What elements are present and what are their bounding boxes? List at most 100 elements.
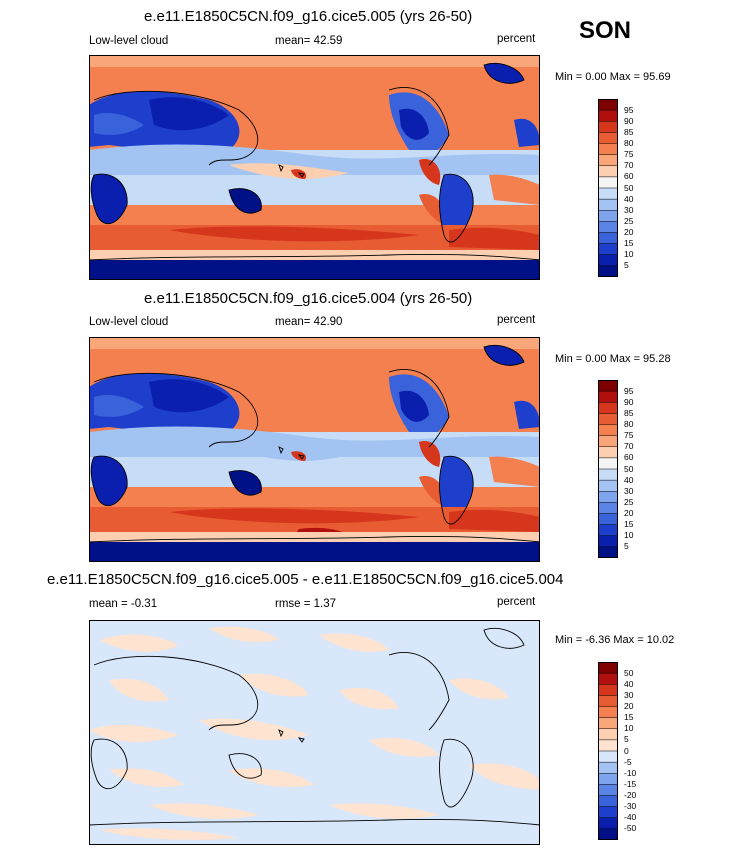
colorbar-swatch (598, 154, 618, 167)
panel2-units-label: percent (497, 314, 536, 326)
panel2-map (89, 337, 540, 562)
colorbar-swatch (598, 424, 618, 437)
colorbar-tick-label: 40 (624, 193, 634, 204)
colorbar-tick-label: 30 (624, 689, 634, 700)
colorbar-tick-label: 75 (624, 149, 634, 160)
colorbar-swatch (598, 817, 618, 830)
colorbar-swatch (598, 232, 618, 245)
colorbar-tick-label: 20 (624, 508, 634, 518)
colorbar-swatch (598, 739, 618, 752)
panel3-map (89, 620, 540, 845)
colorbar-swatch (598, 132, 618, 145)
colorbar-tick-label: 40 (624, 678, 634, 689)
panel1-title: e.e11.E1850C5CN.f09_g16.cice5.005 (yrs 2… (144, 8, 473, 25)
colorbar-tick-label: 25 (624, 215, 634, 226)
colorbar-tick-label: 20 (624, 227, 634, 237)
colorbar-swatch (598, 446, 618, 459)
panel3-title: e.e11.E1850C5CN.f09_g16.cice5.005 - e.e1… (47, 571, 564, 588)
colorbar-tick-label: 90 (624, 396, 634, 407)
colorbar-tick-label: 85 (624, 126, 634, 137)
panel2-colorbar (598, 380, 618, 558)
panel1-colorbar (598, 99, 618, 277)
colorbar-tick-label: 10 (624, 723, 634, 734)
colorbar-swatch (598, 546, 618, 558)
colorbar-swatch (598, 728, 618, 741)
panel3-rmse-label: rmse = 1.37 (275, 598, 337, 610)
panel1-variable-label: Low-level cloud (89, 35, 169, 47)
colorbar-swatch (598, 828, 618, 840)
colorbar-tick-label: 60 (624, 171, 634, 182)
colorbar-tick-label: 60 (624, 452, 634, 463)
colorbar-tick-label: -20 (624, 790, 637, 800)
colorbar-swatch (598, 773, 618, 785)
colorbar-tick-label: 50 (624, 667, 634, 678)
colorbar-swatch (598, 143, 618, 156)
colorbar-swatch (598, 99, 618, 111)
colorbar-swatch (598, 750, 618, 763)
colorbar-tick-label: 90 (624, 115, 634, 126)
colorbar-swatch (598, 535, 618, 548)
colorbar-tick-label: 75 (624, 430, 634, 441)
colorbar-swatch (598, 243, 618, 256)
colorbar-swatch (598, 468, 618, 481)
colorbar-swatch (598, 524, 618, 537)
colorbar-tick-label: -15 (624, 778, 637, 789)
colorbar-tick-label: -40 (624, 812, 637, 823)
colorbar-swatch (598, 479, 618, 492)
colorbar-swatch (598, 121, 618, 133)
panel1-mean-label: mean= 42.59 (275, 35, 343, 47)
colorbar-swatch (598, 413, 618, 426)
colorbar-tick-label: -30 (624, 801, 637, 812)
colorbar-swatch (598, 502, 618, 515)
colorbar-tick-label: 5 (624, 541, 629, 552)
panel1-units-label: percent (497, 33, 536, 45)
colorbar-swatch (598, 187, 618, 200)
colorbar-swatch (598, 784, 618, 797)
colorbar-tick-label: 95 (624, 385, 634, 396)
colorbar-swatch (598, 491, 618, 503)
colorbar-tick-label: 80 (624, 419, 634, 429)
colorbar-tick-label: 40 (624, 474, 634, 485)
colorbar-swatch (598, 717, 618, 730)
colorbar-swatch (598, 662, 618, 674)
colorbar-tick-label: 70 (624, 160, 634, 171)
colorbar-swatch (598, 684, 618, 696)
colorbar-tick-label: -50 (624, 823, 637, 834)
colorbar-swatch (598, 221, 618, 234)
panel3-minmax: Min = -6.36 Max = 10.02 (555, 634, 675, 646)
panel3-mean-label: mean = -0.31 (89, 598, 158, 610)
colorbar-swatch (598, 265, 618, 277)
colorbar-tick-label: 15 (624, 712, 634, 723)
colorbar-tick-label: 5 (624, 260, 629, 271)
colorbar-swatch (598, 672, 618, 685)
colorbar-tick-label: 25 (624, 496, 634, 507)
colorbar-swatch (598, 109, 618, 122)
panel2-minmax: Min = 0.00 Max = 95.28 (555, 353, 671, 365)
colorbar-swatch (598, 513, 618, 526)
colorbar-swatch (598, 457, 618, 470)
panel2-title: e.e11.E1850C5CN.f09_g16.cice5.004 (yrs 2… (144, 290, 473, 307)
colorbar-tick-label: 30 (624, 204, 634, 215)
colorbar-swatch (598, 198, 618, 211)
colorbar-tick-label: 10 (624, 530, 634, 541)
colorbar-tick-label: 15 (624, 238, 634, 249)
colorbar-tick-label: 50 (624, 182, 634, 193)
colorbar-tick-label: 30 (624, 485, 634, 496)
colorbar-tick-label: 20 (624, 701, 634, 711)
panel3-colorbar (598, 662, 618, 840)
colorbar-swatch (598, 795, 618, 808)
colorbar-tick-label: -10 (624, 767, 637, 778)
colorbar-tick-label: 70 (624, 441, 634, 452)
colorbar-swatch (598, 402, 618, 414)
colorbar-tick-label: 50 (624, 463, 634, 474)
colorbar-swatch (598, 761, 618, 774)
colorbar-tick-label: 5 (624, 734, 629, 745)
colorbar-tick-label: -5 (624, 756, 632, 767)
colorbar-swatch (598, 806, 618, 819)
colorbar-swatch (598, 254, 618, 267)
panel1-map (89, 55, 540, 280)
colorbar-tick-label: 95 (624, 104, 634, 115)
colorbar-swatch (598, 435, 618, 448)
colorbar-tick-label: 10 (624, 249, 634, 260)
colorbar-swatch (598, 210, 618, 222)
